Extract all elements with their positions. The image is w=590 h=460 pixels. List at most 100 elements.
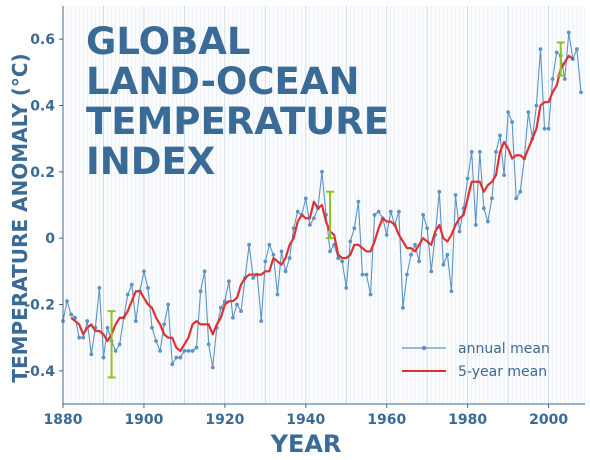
annual-point-1932 (271, 252, 276, 257)
x-tick-label: 1980 (448, 412, 487, 428)
annual-point-1942 (311, 216, 316, 221)
annual-point-1969 (421, 213, 426, 217)
y-tick-label: 0.4 (30, 99, 55, 115)
annual-point-1999 (542, 126, 547, 131)
annual-point-1931 (267, 242, 272, 247)
plot-background (63, 6, 585, 404)
annual-point-1933 (275, 292, 280, 297)
annual-point-1961 (388, 209, 393, 214)
chart-title: GLOBAL LAND-OCEAN TEMPERATURE INDEX (86, 20, 389, 183)
annual-point-1883 (73, 315, 78, 320)
y-tick-label: 0.2 (30, 165, 55, 181)
annual-point-1965 (405, 272, 409, 277)
x-tick-label: 2000 (529, 412, 568, 428)
annual-point-1988 (498, 133, 502, 138)
annual-point-1954 (360, 272, 365, 277)
annual-point-1964 (401, 305, 405, 310)
annual-point-1912 (190, 349, 195, 353)
annual-point-1920 (222, 299, 227, 304)
legend-five-year-label: 5-year mean (458, 364, 547, 380)
annual-point-1944 (320, 169, 324, 174)
annual-point-1924 (239, 309, 243, 314)
annual-point-1977 (453, 193, 458, 197)
annual-point-1929 (259, 319, 264, 323)
annual-point-1975 (445, 252, 450, 257)
annual-point-1910 (182, 349, 187, 353)
annual-point-1893 (113, 349, 118, 353)
five-year-mean-line (70, 54, 574, 353)
annual-point-1936 (287, 256, 292, 260)
y-axis-title: TEMPERATURE ANOMALY (°C) (8, 53, 32, 382)
title-line-2: LAND-OCEAN (86, 60, 359, 103)
annual-point-1921 (227, 279, 231, 284)
annual-point-1917 (210, 365, 215, 370)
annual-point-1934 (279, 249, 284, 254)
annual-point-1951 (348, 239, 353, 244)
annual-point-1911 (186, 349, 191, 353)
annual-point-1940 (303, 196, 308, 201)
annual-point-1948 (336, 256, 341, 260)
x-tick-label: 1900 (124, 412, 163, 428)
annual-point-2002 (554, 50, 559, 55)
annual-point-1889 (97, 286, 102, 290)
annual-point-1973 (437, 189, 442, 194)
annual-point-1953 (356, 199, 361, 204)
legend: annual mean 5-year mean (402, 341, 550, 380)
annual-point-1890 (101, 355, 106, 360)
annual-point-1891 (105, 325, 110, 330)
annual-point-1993 (518, 189, 523, 194)
annual-point-2004 (562, 77, 567, 81)
annual-point-1930 (263, 259, 268, 264)
annual-point-1927 (251, 276, 256, 280)
annual-point-1983 (477, 150, 482, 154)
annual-point-1926 (247, 242, 252, 247)
annual-point-1981 (469, 150, 474, 154)
annual-point-1978 (457, 229, 462, 234)
title-line-1: GLOBAL (86, 20, 251, 63)
annual-point-1989 (502, 173, 506, 178)
annual-point-1896 (125, 292, 130, 297)
grid-layer (62, 6, 586, 404)
annual-point-1914 (198, 289, 203, 294)
annual-point-1992 (514, 196, 519, 201)
annual-point-1915 (202, 269, 207, 274)
annual-point-1909 (178, 355, 183, 360)
annual-point-1913 (194, 345, 199, 350)
annual-point-1949 (340, 259, 345, 264)
data-layer (61, 30, 583, 379)
annual-point-2005 (566, 30, 571, 35)
annual-point-1995 (526, 110, 531, 115)
annual-point-1982 (473, 223, 478, 227)
annual-point-1952 (352, 226, 357, 231)
y-tick-label: -0.4 (24, 364, 55, 380)
annual-point-1976 (449, 289, 454, 294)
annual-point-1984 (481, 206, 486, 211)
annual-point-1980 (465, 176, 470, 181)
annual-point-1997 (534, 103, 539, 108)
annual-point-1887 (89, 352, 94, 357)
annual-point-1986 (490, 196, 494, 201)
annual-point-1916 (206, 342, 211, 347)
annual-point-1904 (158, 349, 163, 353)
x-tick-label: 1880 (44, 412, 83, 428)
title-line-4: INDEX (86, 140, 215, 183)
annual-point-1923 (235, 302, 239, 307)
annual-point-1902 (150, 325, 154, 330)
annual-point-1941 (307, 223, 312, 227)
annual-point-1901 (146, 286, 150, 290)
annual-point-1960 (384, 232, 389, 237)
annual-point-1907 (170, 362, 175, 367)
x-tick-label: 1940 (286, 412, 325, 428)
annual-point-1990 (506, 110, 511, 115)
y-tick-label: 0 (45, 231, 55, 247)
annual-point-1897 (129, 282, 134, 287)
annual-point-1922 (231, 315, 235, 320)
annual-point-1937 (291, 226, 296, 231)
annual-point-1885 (81, 335, 86, 340)
annual-point-1900 (142, 269, 146, 274)
x-tick-label: 1920 (205, 412, 244, 428)
annual-point-1938 (295, 209, 300, 214)
annual-point-1957 (372, 213, 377, 217)
annual-point-1881 (65, 299, 69, 304)
